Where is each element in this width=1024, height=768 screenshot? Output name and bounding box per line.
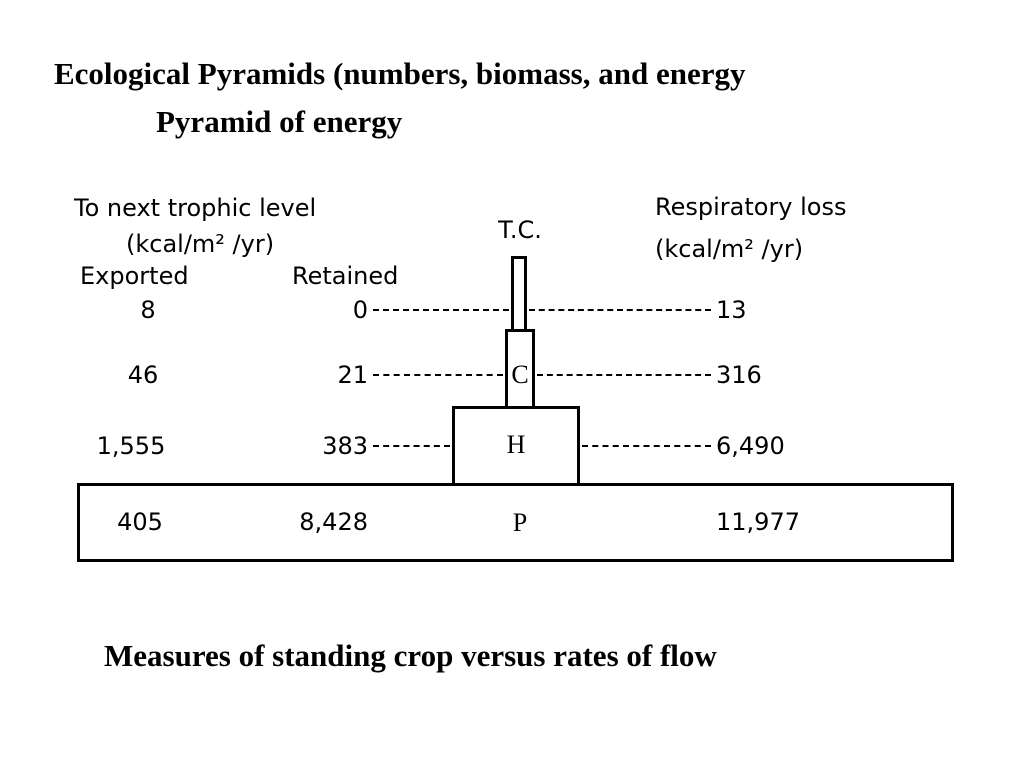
- carnivore-label: C: [511, 360, 529, 389]
- c-right-dash: [537, 374, 711, 376]
- retained-value-c: 21: [337, 361, 368, 389]
- left-header-line1: To next trophic level: [74, 194, 317, 222]
- producer-label: P: [512, 508, 528, 537]
- slide-title-line2: Pyramid of energy: [156, 104, 403, 139]
- herbivore-label: H: [506, 430, 526, 459]
- exported-value-h: 1,555: [96, 432, 166, 460]
- exported-value-c: 46: [127, 361, 159, 389]
- top-carnivore-label: T.C.: [498, 216, 542, 244]
- h-right-dash: [582, 445, 711, 447]
- right-header-line2: (kcal/m² /yr): [655, 235, 804, 263]
- tc-left-dash: [373, 309, 509, 311]
- retained-header: Retained: [292, 262, 399, 290]
- respiratory-value-tc: 13: [716, 296, 747, 324]
- respiratory-value-p: 11,977: [716, 508, 800, 536]
- exported-value-p: 405: [117, 508, 163, 536]
- left-header-line2: (kcal/m² /yr): [126, 230, 275, 258]
- retained-value-tc: 0: [352, 296, 368, 324]
- exported-header: Exported: [80, 262, 189, 290]
- tc-right-dash: [529, 309, 711, 311]
- c-left-dash: [373, 374, 503, 376]
- respiratory-value-c: 316: [716, 361, 762, 389]
- top-carnivore-level-box: [511, 256, 527, 332]
- herbivore-level-box: [452, 406, 580, 486]
- retained-value-p: 8,428: [299, 508, 368, 536]
- respiratory-value-h: 6,490: [716, 432, 785, 460]
- slide-title-line1: Ecological Pyramids (numbers, biomass, a…: [54, 56, 746, 91]
- h-left-dash: [373, 445, 450, 447]
- carnivore-level-box: [505, 329, 535, 409]
- right-header-line1: Respiratory loss: [655, 193, 847, 221]
- exported-value-tc: 8: [140, 296, 156, 324]
- slide-caption: Measures of standing crop versus rates o…: [104, 638, 717, 673]
- retained-value-h: 383: [322, 432, 368, 460]
